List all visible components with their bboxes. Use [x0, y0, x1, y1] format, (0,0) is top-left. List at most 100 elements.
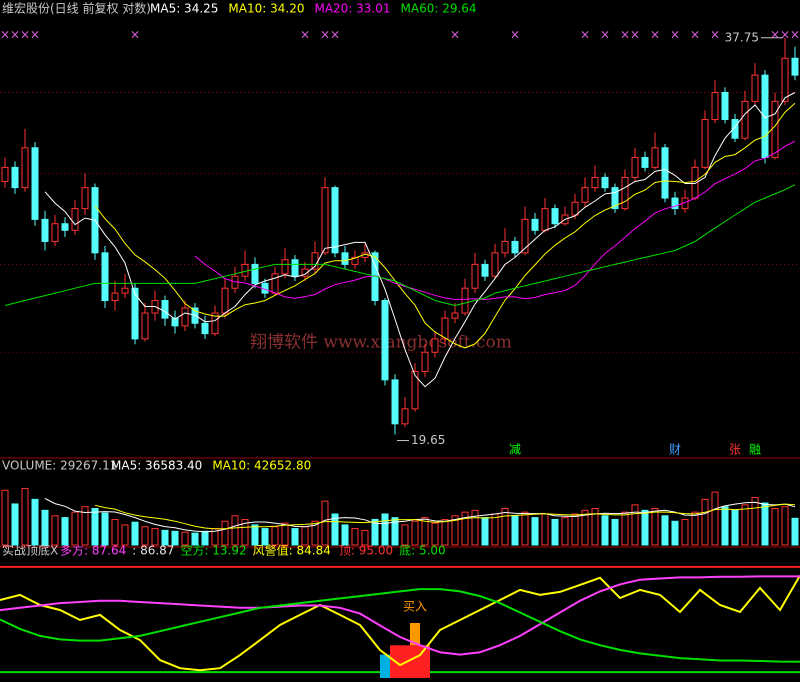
volume-bar [741, 504, 749, 546]
x-marker: × [790, 28, 800, 42]
candle-body [731, 119, 739, 139]
ma-line [44, 92, 796, 388]
candle-body [471, 263, 479, 289]
candle-body [41, 218, 49, 242]
candle-body [571, 201, 579, 216]
volume-bar [601, 515, 609, 546]
x-marker: × [710, 28, 720, 42]
volume-title: VOLUME: 29267.11 [2, 459, 117, 473]
candle-body [751, 74, 759, 102]
x-marker: × [770, 28, 780, 42]
volume-bar [371, 518, 379, 546]
candle-body [431, 338, 439, 353]
x-marker: × [20, 28, 30, 42]
volume-bar [281, 522, 289, 546]
volume-bar [91, 508, 99, 546]
volume-bar [331, 513, 339, 546]
x-marker: × [690, 28, 700, 42]
candle-body [121, 287, 129, 294]
candle-body [81, 187, 89, 210]
event-marker: 减 [509, 443, 521, 457]
volume-bar [661, 515, 669, 546]
x-marker: × [10, 28, 20, 42]
volume-bar [381, 513, 389, 546]
legend-entry: MA5: 34.25 [150, 2, 218, 16]
volume-bar [171, 530, 179, 546]
candle-body [551, 208, 559, 225]
volume-bar [121, 524, 129, 546]
x-marker: × [630, 28, 640, 42]
candle-body [291, 259, 299, 277]
volume-bar [491, 513, 499, 546]
event-marker: 张 [729, 443, 741, 457]
indicator-header: 多方: 87.64 [60, 543, 126, 558]
candle-body [221, 287, 229, 314]
candle-body [251, 263, 259, 284]
volume-bar [761, 502, 769, 546]
indicator-line [0, 588, 800, 663]
volume-bar [781, 506, 789, 546]
volume-bar [401, 524, 409, 546]
legend-entry: MA60: 29.64 [401, 2, 477, 16]
candle-body [401, 408, 409, 425]
volume-bar [41, 509, 49, 546]
volume-bar [671, 520, 679, 546]
volume-bar [431, 522, 439, 546]
candle-body [341, 252, 349, 265]
x-marker: × [600, 28, 610, 42]
volume-bar [451, 515, 459, 546]
candle-body [541, 208, 549, 231]
x-marker: × [300, 28, 310, 42]
volume-bar [471, 509, 479, 546]
volume-bar [461, 511, 469, 546]
volume-bar [351, 528, 359, 546]
candle-body [581, 187, 589, 203]
volume-bar [321, 500, 329, 546]
candle-body [181, 307, 189, 327]
signal-text: 买入 [403, 600, 427, 614]
candle-body [101, 252, 109, 302]
volume-bar [61, 517, 69, 546]
volume-bar [621, 511, 629, 546]
volume-bar [751, 497, 759, 546]
volume-bar [151, 528, 159, 546]
volume-bar [341, 524, 349, 546]
candle-body [461, 287, 469, 314]
high-label: 37.75 [725, 30, 759, 44]
candle-body [501, 240, 509, 254]
candle-body [701, 119, 709, 168]
indicator-header: 底: 5.00 [399, 543, 446, 558]
volume-bar [141, 526, 149, 546]
candle-body [531, 218, 539, 231]
volume-bar [71, 511, 79, 546]
volume-bar [611, 518, 619, 546]
candle-body [71, 208, 79, 231]
candle-body [31, 147, 39, 220]
candle-body [281, 259, 289, 275]
candle-body [61, 223, 69, 231]
candle-body [721, 92, 729, 121]
legend-entry: MA20: 33.01 [314, 2, 390, 16]
volume-bar [591, 508, 599, 546]
volume-bar [731, 509, 739, 546]
volume-bar [711, 491, 719, 546]
candle-body [481, 263, 489, 277]
candle-body [381, 300, 389, 381]
candle-body [601, 176, 609, 189]
volume-ma-line [94, 503, 796, 530]
candle-body [171, 317, 179, 327]
candle-body [131, 287, 139, 340]
volume-bar [291, 528, 299, 546]
candle-body [511, 240, 519, 254]
candle-body [491, 252, 499, 277]
volume-bar [421, 517, 429, 546]
volume-bar [531, 517, 539, 546]
candle-body [791, 57, 799, 76]
volume-bar [541, 513, 549, 546]
chart-title: 维宏股份(日线 前复权 对数) [2, 1, 151, 16]
volume-bar [691, 511, 699, 546]
candle-body [661, 147, 669, 199]
volume-bar [571, 513, 579, 546]
x-marker: × [650, 28, 660, 42]
